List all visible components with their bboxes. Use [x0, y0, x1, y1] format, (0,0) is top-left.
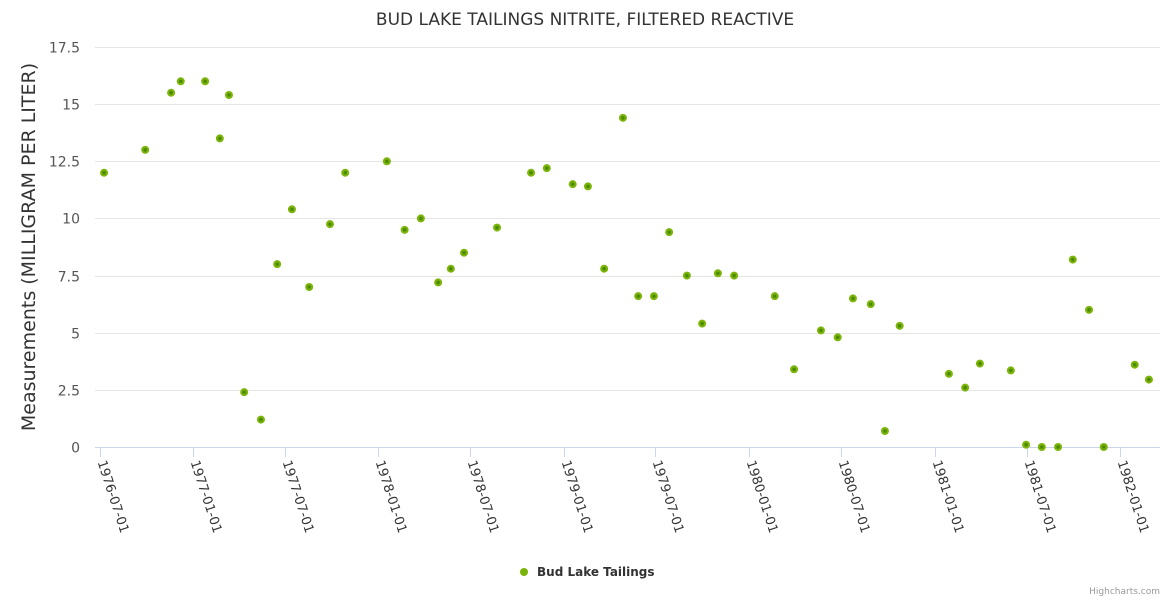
data-point-center: [700, 321, 704, 326]
x-tick-label: 1978-07-01: [464, 459, 502, 535]
data-point-center: [732, 273, 736, 278]
y-tick-label: 5: [71, 327, 80, 343]
data-point-center: [835, 335, 840, 340]
x-tick-label: 1980-07-01: [835, 459, 873, 535]
data-point-center: [883, 429, 887, 433]
x-tick-label: 1978-01-01: [372, 459, 410, 535]
data-point-center: [897, 324, 902, 328]
data-point-center: [868, 302, 873, 306]
data-point-center: [621, 116, 625, 120]
legend-label: Bud Lake Tailings: [537, 565, 655, 579]
data-point-center: [851, 296, 855, 301]
data-point-center: [636, 294, 640, 298]
data-point-center: [1087, 308, 1091, 312]
x-tick-label: 1979-07-01: [649, 459, 687, 535]
data-point-center: [1132, 362, 1137, 367]
series-bud-lake-tailings: [100, 77, 1153, 451]
data-point-center: [792, 367, 796, 372]
y-tick-label: 17.5: [49, 41, 80, 57]
data-point-center: [328, 222, 332, 226]
y-tick-label: 2.5: [58, 384, 80, 400]
data-point-center: [290, 207, 294, 212]
y-tick-label: 12.5: [49, 155, 80, 171]
data-point-center: [947, 372, 951, 376]
data-point-center: [1147, 377, 1151, 382]
x-tick-label: 1982-01-01: [1114, 459, 1152, 535]
data-point-center: [1040, 445, 1044, 449]
data-point-center: [602, 266, 606, 271]
data-point-center: [218, 136, 222, 141]
data-point-center: [275, 262, 279, 266]
data-point-center: [544, 166, 549, 170]
data-point-center: [227, 93, 231, 97]
data-point-center: [529, 170, 533, 175]
chart-title: BUD LAKE TAILINGS NITRITE, FILTERED REAC…: [376, 10, 794, 30]
data-point-center: [652, 294, 656, 298]
x-tick-label: 1981-01-01: [929, 459, 967, 535]
data-point-center: [570, 182, 575, 186]
data-point-center: [203, 79, 207, 84]
data-point-center: [1070, 257, 1075, 262]
x-tick-label: 1976-07-01: [94, 459, 132, 535]
data-point-center: [495, 225, 499, 230]
data-point-center: [819, 328, 823, 333]
y-axis-ticks: 0 2.5 5 7.5 10 12.5 15 17.5: [49, 41, 80, 457]
data-point-center: [178, 79, 183, 84]
data-point-center: [1101, 445, 1106, 449]
y-tick-label: 7.5: [58, 270, 80, 286]
data-point-center: [716, 271, 720, 276]
gridlines: [95, 47, 1160, 391]
data-point-center: [586, 184, 590, 189]
data-point-center: [1056, 445, 1060, 449]
data-point-center: [343, 170, 348, 175]
data-point-center: [1024, 442, 1028, 447]
data-point-center: [436, 280, 440, 285]
credits-link[interactable]: Highcharts.com: [1089, 587, 1160, 597]
data-point-center: [102, 170, 106, 175]
y-axis-label: Measurements (MILLIGRAM PER LITER): [18, 63, 40, 431]
data-point-center: [242, 390, 246, 394]
data-point-center: [462, 250, 466, 255]
data-point-center: [978, 361, 982, 366]
data-point-center: [419, 216, 423, 221]
data-point-center: [143, 148, 147, 152]
legend-marker-icon: [520, 568, 528, 576]
data-point-center: [667, 230, 671, 234]
data-point-center: [169, 90, 173, 95]
data-point-center: [963, 385, 967, 390]
data-point-center: [402, 228, 407, 232]
data-point-center: [1009, 368, 1013, 373]
legend-item[interactable]: Bud Lake Tailings: [520, 565, 655, 579]
data-point-center: [259, 417, 263, 422]
data-point-center: [772, 294, 777, 298]
x-tick-label: 1980-01-01: [743, 459, 781, 535]
x-tick-label: 1977-01-01: [187, 459, 225, 535]
data-point-center: [385, 159, 389, 164]
data-point-center: [449, 266, 453, 271]
data-point-center: [685, 273, 689, 278]
x-tick-label: 1979-01-01: [558, 459, 596, 535]
y-tick-label: 15: [62, 98, 80, 114]
x-axis-ticks: 1976-07-01 1977-01-01 1977-07-01 1978-01-01…: [94, 447, 1152, 535]
x-tick-label: 1981-07-01: [1021, 459, 1059, 535]
y-tick-label: 10: [62, 212, 80, 228]
x-tick-label: 1977-07-01: [279, 459, 317, 535]
y-tick-label: 0: [71, 441, 80, 457]
data-point-center: [307, 285, 311, 289]
